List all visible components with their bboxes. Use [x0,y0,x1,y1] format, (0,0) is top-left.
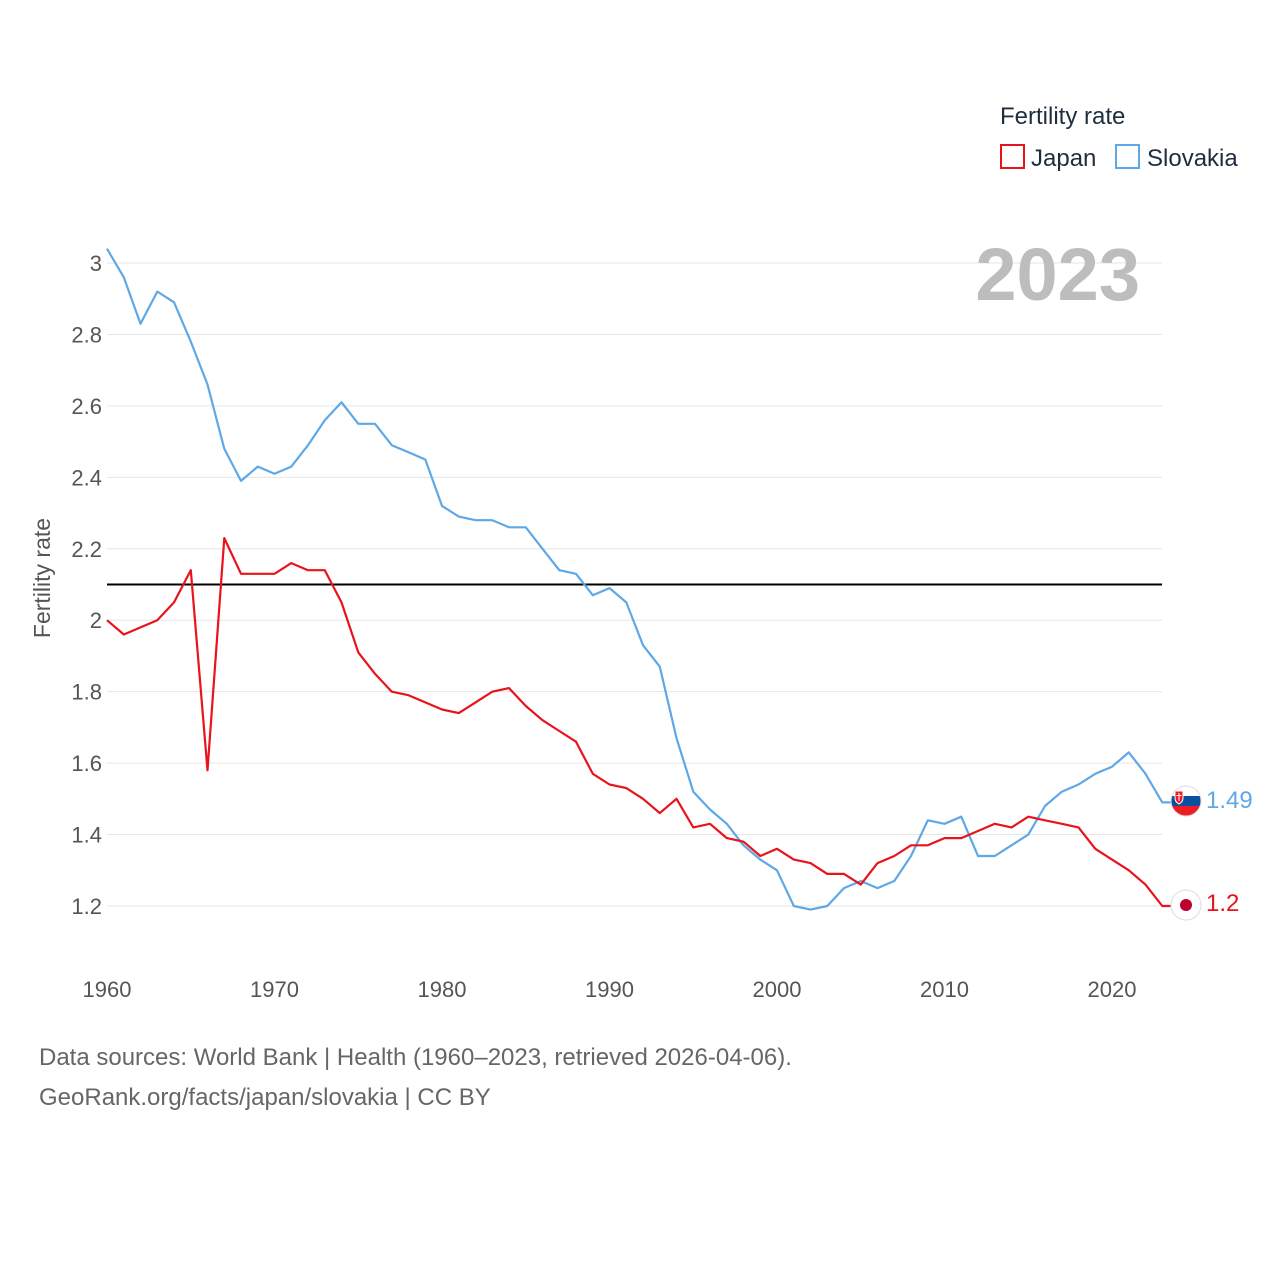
slovakia-end-label: 1.49 [1206,787,1253,814]
y-tick-label: 2.6 [71,394,102,419]
grid [107,262,1162,907]
x-tick-label: 2020 [1088,977,1137,1002]
x-tick-label: 2010 [920,977,969,1002]
x-axis-ticks: 1960 1970 1980 1990 2000 2010 2020 [83,977,1137,1002]
x-tick-label: 1980 [418,977,467,1002]
japan-end-label: 1.2 [1206,890,1239,917]
y-axis-title: Fertility rate [29,518,55,638]
series [106,248,1171,911]
y-tick-label: 3 [90,251,102,276]
y-tick-label: 1.6 [71,751,102,776]
x-tick-label: 1990 [585,977,634,1002]
x-tick-label: 1970 [250,977,299,1002]
y-tick-label: 1.4 [71,823,102,848]
y-tick-label: 2.2 [71,537,102,562]
legend-label-slovakia[interactable]: Slovakia [1147,145,1238,172]
footer-link[interactable]: GeoRank.org/facts/japan/slovakia | CC BY [39,1084,491,1111]
legend-swatch-slovakia[interactable] [1115,144,1140,169]
legend-swatch-japan[interactable] [1000,144,1025,169]
y-tick-label: 1.8 [71,680,102,705]
y-tick-label: 1.2 [71,894,102,919]
series-line-slovakia[interactable] [106,248,1171,911]
y-tick-label: 2 [90,608,102,633]
legend: Fertility rate Japan Slovakia [1000,103,1238,172]
y-tick-label: 2.8 [71,322,102,347]
x-tick-label: 2000 [753,977,802,1002]
slovakia-flag-icon [1171,786,1201,816]
legend-label-japan[interactable]: Japan [1031,145,1096,172]
legend-title: Fertility rate [1000,103,1125,130]
y-axis-ticks: 1.2 1.4 1.6 1.8 2 2.2 2.4 2.6 2.8 3 [71,251,102,919]
slovakia-flag-border [1170,785,1202,817]
year-label: 2023 [975,233,1140,316]
footer-source: Data sources: World Bank | Health (1960–… [39,1044,792,1071]
japan-flag-icon [1170,889,1202,921]
x-tick-label: 1960 [83,977,132,1002]
y-tick-label: 2.4 [71,465,102,490]
series-line-japan[interactable] [106,536,1171,908]
